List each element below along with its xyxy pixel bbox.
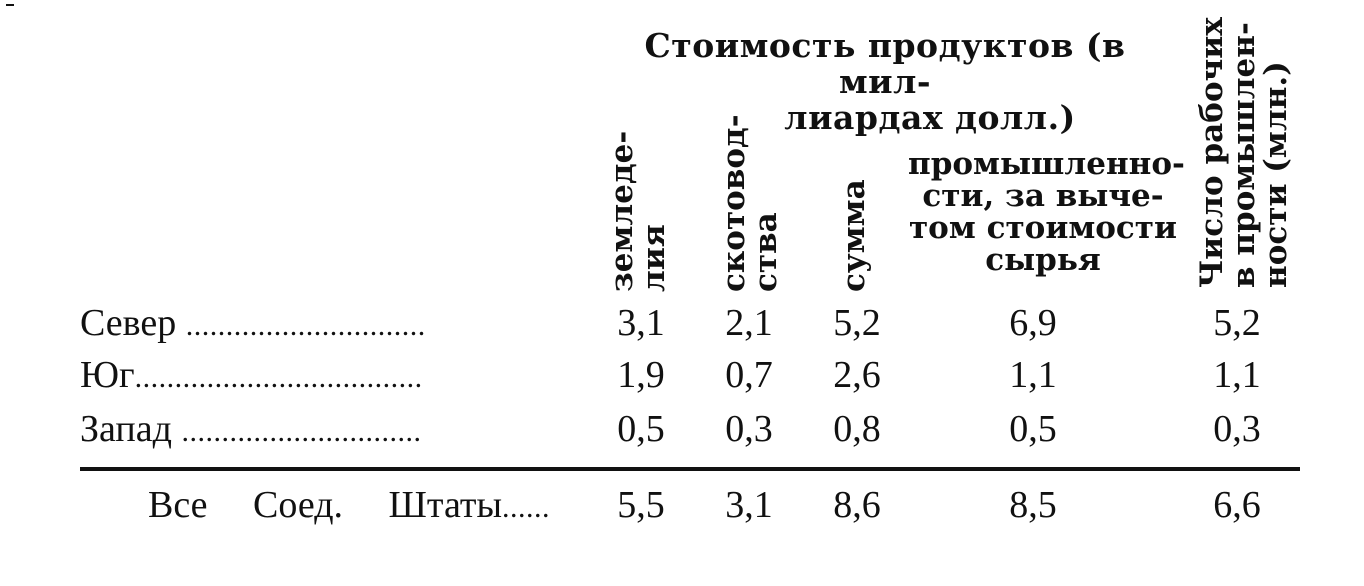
leader-dots: .................................... [134,361,423,394]
row-label: Запад .............................. [80,404,598,457]
cell-sum: 2,6 [833,354,881,396]
table-row-north: Север .............................. 3,1… [0,298,1364,348]
table-row-total: Все Соед. Штаты...... 5,5 3,1 8,6 8,5 6,… [0,480,1364,530]
column-header-industry-line-2: сти, за выче- [922,178,1164,214]
column-header-workers-line-3: ности (млн.) [1258,61,1294,288]
cell-agriculture: 1,9 [617,354,665,396]
column-header-agriculture-line-2: лия [636,224,672,292]
product-value-group-header: Стоимость продуктов (в мил- лиардах долл… [615,28,1155,136]
column-header-sum-line-1: сумма [836,179,872,292]
total-divider-rule [80,467,1300,471]
group-header-line-1: Стоимость продуктов (в мил- [644,26,1126,101]
column-header-livestock: скотовод- ства [716,114,784,292]
column-header-industry-line-3: том стоимости [908,210,1178,246]
cell-industry: 6,9 [1009,302,1057,344]
column-header-livestock-line-1: скотовод- [716,114,752,292]
cell-workers: 6,6 [1213,484,1261,526]
column-header-agriculture-line-1: земледе- [604,130,640,292]
cell-livestock: 0,7 [725,354,773,396]
cell-industry: 1,1 [1009,354,1057,396]
cell-livestock: 2,1 [725,302,773,344]
row-name: Север [80,302,177,344]
row-label: Все Соед. Штаты...... [148,480,598,533]
leader-dots: ...... [501,491,550,524]
row-name: Все Соед. Штаты [148,484,502,526]
cell-workers: 1,1 [1213,354,1261,396]
column-header-industry-line-1: промышленно- [908,146,1185,182]
cell-agriculture: 5,5 [617,484,665,526]
cell-industry: 0,5 [1009,408,1057,450]
cell-industry: 8,5 [1009,484,1057,526]
cell-livestock: 3,1 [725,484,773,526]
cell-sum: 0,8 [833,408,881,450]
cell-workers: 5,2 [1213,302,1261,344]
row-name: Запад [80,408,172,450]
cell-sum: 5,2 [833,302,881,344]
column-header-sum: сумма [836,179,872,292]
cell-agriculture: 3,1 [617,302,665,344]
column-header-livestock-line-2: ства [748,212,784,292]
column-header-industry-line-4: сырья [985,242,1101,278]
leader-dots: .............................. [181,415,422,448]
row-label: Юг.................................... [80,350,598,403]
group-header-line-2: лиардах долл.) [784,98,1076,137]
column-header-agriculture: земледе- лия [604,130,672,292]
cell-workers: 0,3 [1213,408,1261,450]
table-row-south: Юг.................................... 1… [0,350,1364,400]
leader-dots: .............................. [185,309,426,342]
cell-agriculture: 0,5 [617,408,665,450]
row-label: Север .............................. [80,298,598,351]
column-header-workers-line-1: Число рабочих [1194,17,1230,288]
column-header-workers: Число рабочих в промышлен- ности (млн.) [1194,17,1294,288]
row-name: Юг [80,354,135,396]
cell-sum: 8,6 [833,484,881,526]
corner-mark [6,4,14,6]
table-row-west: Запад .............................. 0,5… [0,404,1364,454]
column-header-workers-line-2: в промышлен- [1226,22,1262,288]
cell-livestock: 0,3 [725,408,773,450]
column-header-industry: промышленно- сти, за выче- том стоимости… [908,146,1185,278]
